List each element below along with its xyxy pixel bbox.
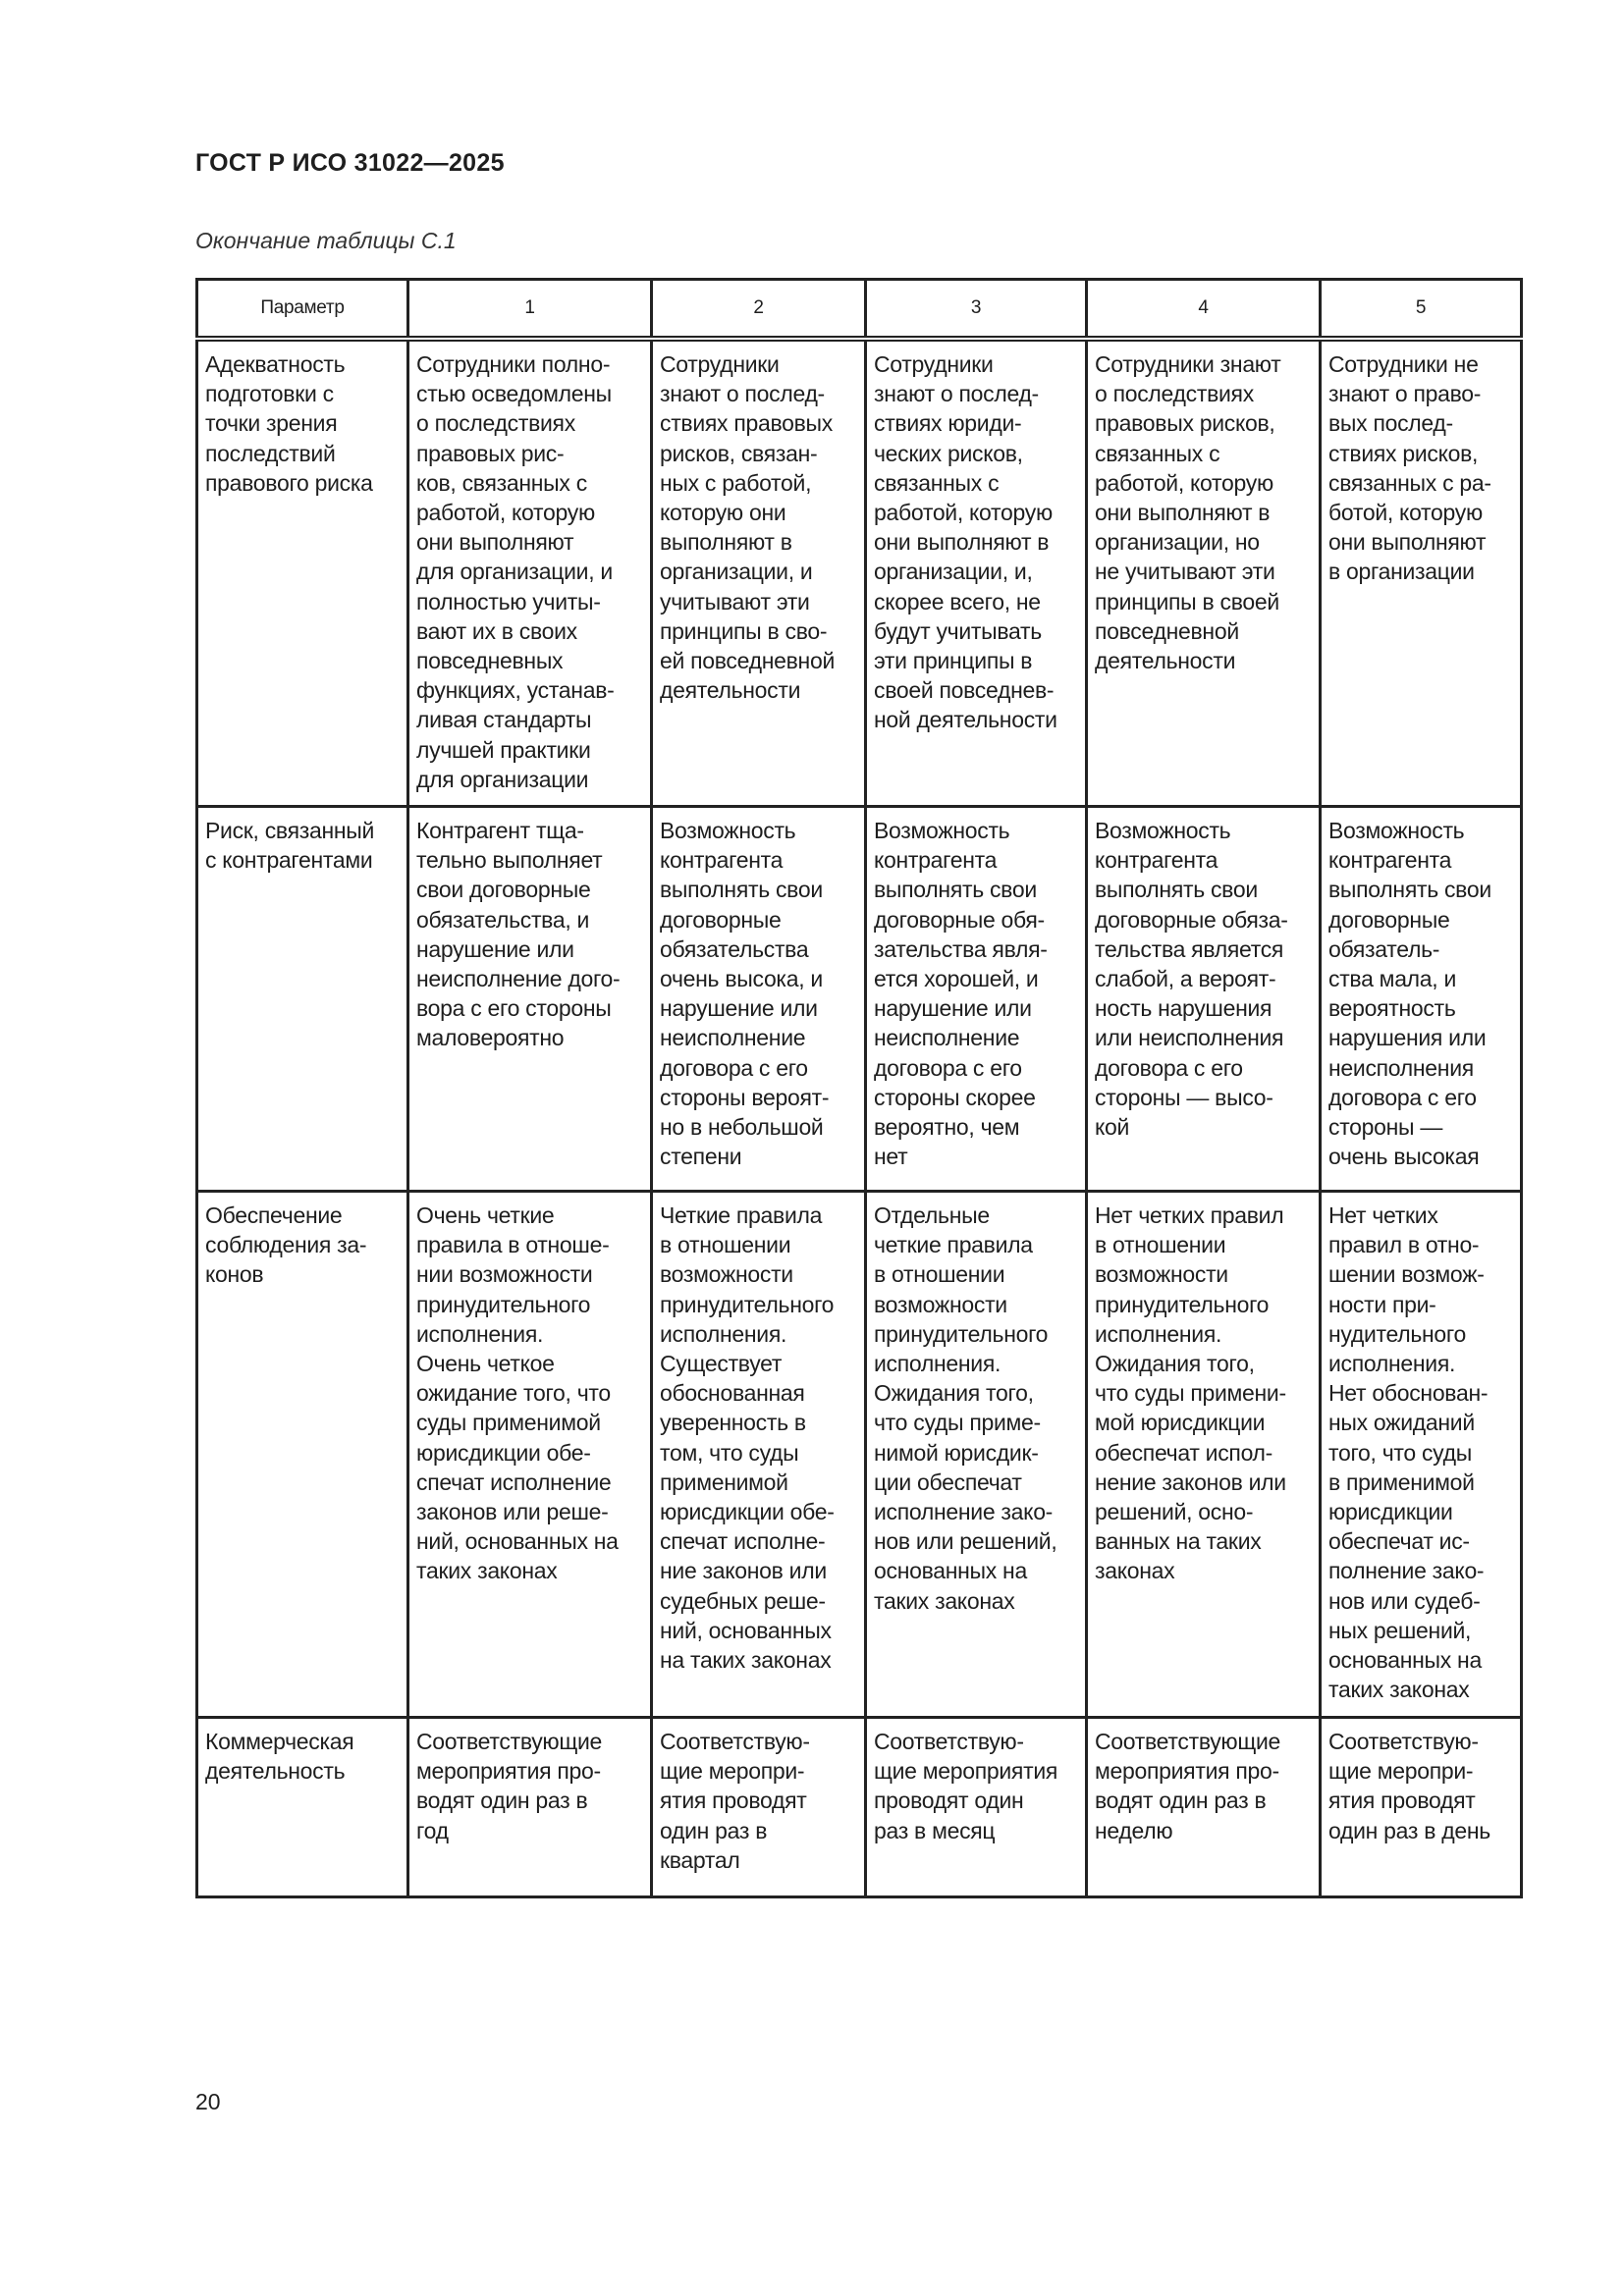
table-cell: Четкие правила в отношении возможности п… [650, 1190, 867, 1719]
column-header-3: 3 [864, 278, 1088, 342]
page-number: 20 [195, 2089, 221, 2114]
assessment-table: Параметр 1 2 3 4 5 Адекватность подготов… [195, 278, 1523, 1898]
table-header-row: Параметр 1 2 3 4 5 [195, 278, 1523, 342]
table-cell: Нет четких правил в отношении возможност… [1085, 1190, 1322, 1719]
column-header-parameter: Параметр [195, 278, 409, 342]
table-cell: Сотрудники полно- стью осведомлены о пос… [406, 337, 653, 808]
column-header-2: 2 [650, 278, 867, 342]
parameter-cell: Адекватность подготовки с точки зрения п… [195, 337, 409, 808]
table-cell: Возможность контрагента выполнять свои д… [1319, 805, 1523, 1193]
table-row: Обеспечение соблюдения за- конов Очень ч… [195, 1190, 1523, 1719]
table-row: Коммерческая деятельность Соответствующи… [195, 1716, 1523, 1898]
table-cell: Сотрудники знают о последствиях правовых… [1085, 337, 1322, 808]
table-cell: Соответствую- щие мероприятия проводят о… [864, 1716, 1088, 1898]
parameter-cell: Обеспечение соблюдения за- конов [195, 1190, 409, 1719]
table-cell: Соответствующие мероприятия про- водят о… [406, 1716, 653, 1898]
table-row: Риск, связанный с контрагентами Контраге… [195, 805, 1523, 1193]
column-header-4: 4 [1085, 278, 1322, 342]
table-caption: Окончание таблицы С.1 [195, 228, 457, 253]
table-cell: Возможность контрагента выполнять свои д… [1085, 805, 1322, 1193]
table-cell: Нет четких правил в отно- шении возмож- … [1319, 1190, 1523, 1719]
table-cell: Возможность контрагента выполнять свои д… [864, 805, 1088, 1193]
table-cell: Соответствующие мероприятия про- водят о… [1085, 1716, 1322, 1898]
column-header-5: 5 [1319, 278, 1523, 342]
parameter-cell: Коммерческая деятельность [195, 1716, 409, 1898]
table-cell: Соответствую- щие меропри- ятия проводят… [650, 1716, 867, 1898]
table-cell: Сотрудники знают о послед- ствиях правов… [650, 337, 867, 808]
document-title: ГОСТ Р ИСО 31022—2025 [195, 149, 505, 177]
table-cell: Сотрудники знают о послед- ствиях юриди-… [864, 337, 1088, 808]
table-cell: Возможность контрагента выполнять свои д… [650, 805, 867, 1193]
parameter-cell: Риск, связанный с контрагентами [195, 805, 409, 1193]
table-cell: Отдельные четкие правила в отношении воз… [864, 1190, 1088, 1719]
table-cell: Очень четкие правила в отноше- нии возмо… [406, 1190, 653, 1719]
table-cell: Контрагент тща- тельно выполняет свои до… [406, 805, 653, 1193]
column-header-1: 1 [406, 278, 653, 342]
table-row: Адекватность подготовки с точки зрения п… [195, 337, 1523, 808]
table-cell: Сотрудники не знают о право- вых послед-… [1319, 337, 1523, 808]
table-cell: Соответствую- щие меропри- ятия проводят… [1319, 1716, 1523, 1898]
